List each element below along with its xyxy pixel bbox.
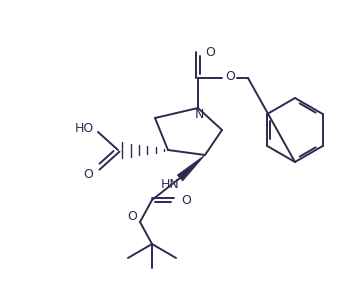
Text: N: N [194, 108, 204, 122]
Text: O: O [225, 69, 235, 82]
Text: HO: HO [75, 122, 94, 134]
Text: O: O [127, 210, 137, 223]
Text: O: O [181, 194, 191, 206]
Text: O: O [83, 168, 93, 180]
Text: O: O [205, 45, 215, 59]
Polygon shape [177, 155, 205, 181]
Text: HN: HN [160, 178, 179, 192]
